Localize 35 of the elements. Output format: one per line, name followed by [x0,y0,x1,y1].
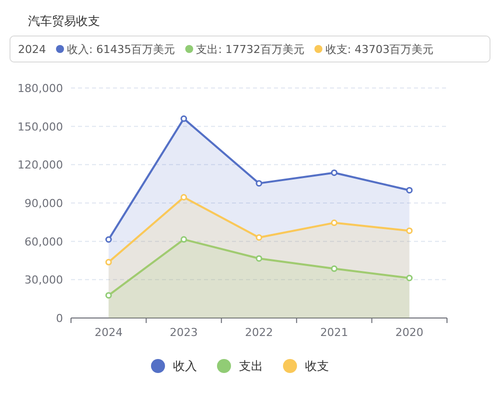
point [330,169,338,176]
y-tick-label: 60,000 [24,235,63,248]
point [330,265,338,272]
legend-label: 支出 [239,359,263,373]
text: 收支: 43703百万美元 [325,43,434,56]
legend-label: 收入 [173,359,197,373]
point [406,227,413,234]
point [256,234,262,241]
point [105,236,112,243]
point [105,258,112,266]
x-tick-label: 2022 [245,326,273,339]
x-tick-label: 2023 [170,326,198,339]
text: 2024 [18,43,46,56]
x-tick-label: 2021 [320,326,348,339]
y-tick-label: 180,000 [18,82,63,95]
text: 支出: 17732百万美元 [196,43,304,56]
point [256,180,262,187]
point [180,115,188,122]
point [406,274,413,282]
point [406,186,413,194]
y-tick-label: 120,000 [18,158,63,172]
text: 收入: 61435百万美元 [67,43,176,56]
y-tick-label: 0 [56,312,63,325]
point [330,220,338,226]
y-tick-label: 150,000 [18,120,63,134]
legend-label: 收支 [305,359,329,373]
point [180,194,188,200]
chart-title: 汽车贸易收支 [28,14,100,28]
point [256,255,262,262]
y-tick-label: 90,000 [24,197,63,210]
point [180,236,188,243]
y-tick-label: 30,000 [24,274,63,287]
point [105,292,112,299]
x-tick-label: 2024 [94,326,123,339]
x-tick-label: 2020 [395,326,424,339]
